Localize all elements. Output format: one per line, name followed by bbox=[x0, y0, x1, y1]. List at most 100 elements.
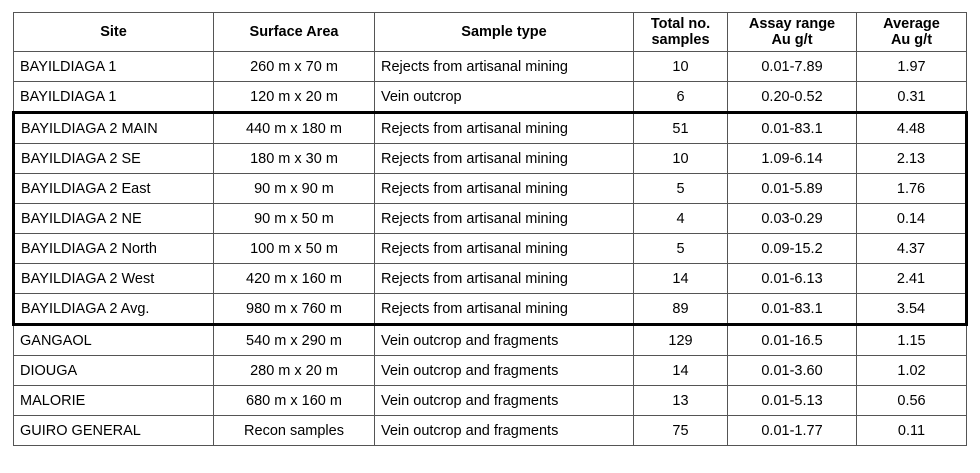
table-cell: Vein outcrop bbox=[374, 81, 634, 113]
table-cell: 1.76 bbox=[856, 173, 968, 204]
header-row: Site Surface Area Sample type Total no. samp… bbox=[13, 12, 967, 52]
table-cell: 89 bbox=[633, 293, 728, 326]
table-cell: 0.31 bbox=[856, 81, 967, 113]
header-text: Site bbox=[100, 24, 127, 40]
table-cell: 14 bbox=[633, 355, 728, 386]
header-cell: Surface Area bbox=[213, 12, 375, 52]
table-cell: 980 m x 760 m bbox=[213, 293, 375, 326]
table-row: BAYILDIAGA 2 East 90 m x 90 m Rejects from… bbox=[12, 173, 968, 204]
header-text: Surface Area bbox=[249, 24, 339, 40]
table-cell: 0.01-16.5 bbox=[727, 324, 857, 356]
table-cell: Rejects from artisanal mining bbox=[374, 293, 634, 326]
table-row: DIOUGA 280 m x 20 m Vein outcrop and fragm… bbox=[13, 355, 967, 386]
table-cell: 4.37 bbox=[856, 233, 968, 264]
table-cell: 0.11 bbox=[856, 415, 967, 446]
table-cell: 0.01-83.1 bbox=[727, 111, 857, 144]
table-row: BAYILDIAGA 2 NE 90 m x 50 m Rejects from a… bbox=[12, 203, 968, 234]
table-cell: 75 bbox=[633, 415, 728, 446]
header-cell: Total no. samples bbox=[633, 12, 728, 52]
table-cell: 51 bbox=[633, 111, 728, 144]
table-cell: BAYILDIAGA 1 bbox=[13, 81, 214, 113]
table-cell: BAYILDIAGA 2 North bbox=[12, 233, 214, 264]
table-cell: 10 bbox=[633, 143, 728, 174]
table-row: BAYILDIAGA 2 MAIN 440 m x 180 m Rejects fr… bbox=[12, 111, 968, 144]
table-cell: 90 m x 50 m bbox=[213, 203, 375, 234]
table-cell: BAYILDIAGA 2 NE bbox=[12, 203, 214, 234]
table-cell: 0.03-0.29 bbox=[727, 203, 857, 234]
table-cell: 129 bbox=[633, 324, 728, 356]
table-cell: 4 bbox=[633, 203, 728, 234]
table-cell: 180 m x 30 m bbox=[213, 143, 375, 174]
table-cell: 1.97 bbox=[856, 51, 967, 82]
table-cell: 420 m x 160 m bbox=[213, 263, 375, 294]
table-row: BAYILDIAGA 2 Avg. 980 m x 760 m Rejects fr… bbox=[12, 293, 968, 326]
table-cell: Rejects from artisanal mining bbox=[374, 233, 634, 264]
table-cell: Rejects from artisanal mining bbox=[374, 111, 634, 144]
table-row: GUIRO GENERAL Recon samples Vein outcrop a… bbox=[13, 415, 967, 446]
table-cell: 260 m x 70 m bbox=[213, 51, 375, 82]
table-cell: 0.20-0.52 bbox=[727, 81, 857, 113]
table-cell: Rejects from artisanal mining bbox=[374, 263, 634, 294]
table-row: BAYILDIAGA 1 120 m x 20 m Vein outcrop 6 0.2… bbox=[13, 81, 967, 113]
table-cell: 14 bbox=[633, 263, 728, 294]
table-cell: Rejects from artisanal mining bbox=[374, 173, 634, 204]
table-cell: 1.02 bbox=[856, 355, 967, 386]
table-cell: 0.56 bbox=[856, 385, 967, 416]
table-row: BAYILDIAGA 2 SE 180 m x 30 m Rejects from … bbox=[12, 143, 968, 174]
table-cell: 1.15 bbox=[856, 324, 967, 356]
table-cell: 5 bbox=[633, 233, 728, 264]
header-text: Au g/t bbox=[890, 32, 933, 48]
table-cell: 6 bbox=[633, 81, 728, 113]
table-cell: 0.01-6.13 bbox=[727, 263, 857, 294]
table-cell: 120 m x 20 m bbox=[213, 81, 375, 113]
table-cell: 5 bbox=[633, 173, 728, 204]
table-cell: 0.14 bbox=[856, 203, 968, 234]
table-cell: GANGAOL bbox=[13, 324, 214, 356]
header-cell: Site bbox=[13, 12, 214, 52]
header-text: samples bbox=[651, 32, 710, 48]
table-cell: 100 m x 50 m bbox=[213, 233, 375, 264]
table-row: GANGAOL 540 m x 290 m Vein outcrop and fra… bbox=[13, 324, 967, 356]
table-cell: Vein outcrop and fragments bbox=[374, 355, 634, 386]
table-cell: Vein outcrop and fragments bbox=[374, 415, 634, 446]
table-cell: GUIRO GENERAL bbox=[13, 415, 214, 446]
table-cell: BAYILDIAGA 2 West bbox=[12, 263, 214, 294]
table-cell: 4.48 bbox=[856, 111, 968, 144]
table-cell: 0.01-7.89 bbox=[727, 51, 857, 82]
table-cell: BAYILDIAGA 2 SE bbox=[12, 143, 214, 174]
table-cell: Recon samples bbox=[213, 415, 375, 446]
table-cell: 0.09-15.2 bbox=[727, 233, 857, 264]
header-text: Assay range bbox=[748, 16, 836, 32]
header-text: Average bbox=[883, 16, 940, 32]
table-body: BAYILDIAGA 1 260 m x 70 m Rejects from art… bbox=[12, 51, 968, 446]
table-cell: 680 m x 160 m bbox=[213, 385, 375, 416]
table-cell: 13 bbox=[633, 385, 728, 416]
table-cell: 3.54 bbox=[856, 293, 968, 326]
header-text: Total no. bbox=[650, 16, 711, 32]
assay-table: Site Surface Area Sample type Total no. samp… bbox=[12, 12, 968, 446]
table-cell: Rejects from artisanal mining bbox=[374, 51, 634, 82]
header-text: Au g/t bbox=[771, 32, 813, 48]
table-cell: 2.41 bbox=[856, 263, 968, 294]
table-cell: Vein outcrop and fragments bbox=[374, 324, 634, 356]
table-cell: 0.01-5.89 bbox=[727, 173, 857, 204]
table-cell: Rejects from artisanal mining bbox=[374, 143, 634, 174]
table-cell: Vein outcrop and fragments bbox=[374, 385, 634, 416]
table-cell: 90 m x 90 m bbox=[213, 173, 375, 204]
table-row: BAYILDIAGA 2 North 100 m x 50 m Rejects fr… bbox=[12, 233, 968, 264]
table-cell: BAYILDIAGA 2 MAIN bbox=[12, 111, 214, 144]
table-cell: BAYILDIAGA 2 Avg. bbox=[12, 293, 214, 326]
header-cell: Sample type bbox=[374, 12, 634, 52]
table-cell: 0.01-1.77 bbox=[727, 415, 857, 446]
table-cell: 540 m x 290 m bbox=[213, 324, 375, 356]
table-cell: Rejects from artisanal mining bbox=[374, 203, 634, 234]
table-cell: 0.01-3.60 bbox=[727, 355, 857, 386]
table-cell: 280 m x 20 m bbox=[213, 355, 375, 386]
table-cell: 440 m x 180 m bbox=[213, 111, 375, 144]
table-row: BAYILDIAGA 2 West 420 m x 160 m Rejects fr… bbox=[12, 263, 968, 294]
table-cell: 0.01-83.1 bbox=[727, 293, 857, 326]
table-cell: 0.01-5.13 bbox=[727, 385, 857, 416]
table-cell: 10 bbox=[633, 51, 728, 82]
table-cell: BAYILDIAGA 2 East bbox=[12, 173, 214, 204]
